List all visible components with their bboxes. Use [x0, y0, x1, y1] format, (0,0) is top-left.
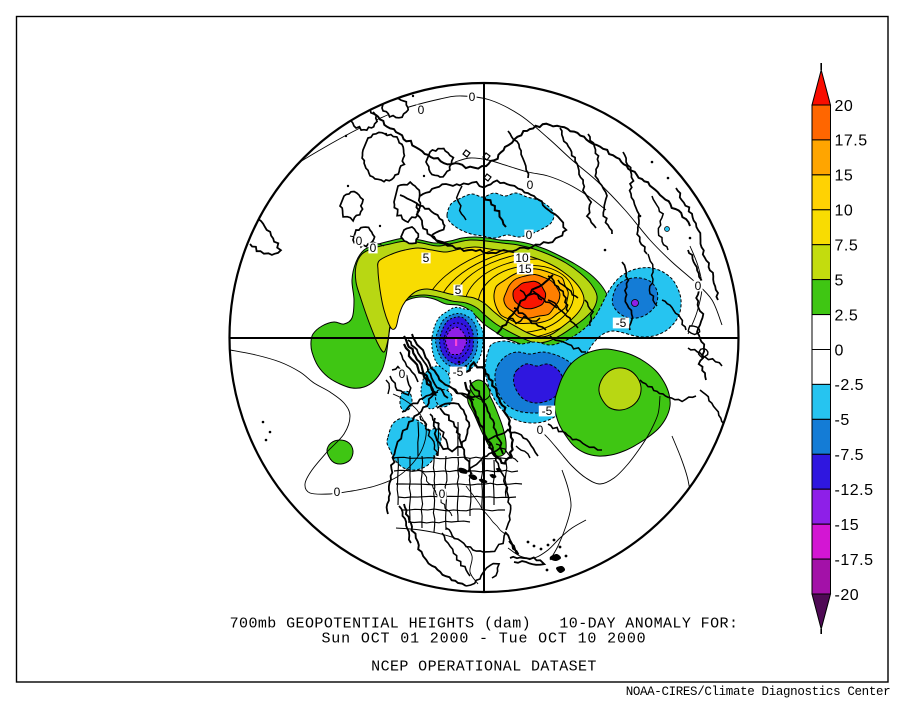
svg-text:5: 5: [835, 272, 844, 289]
svg-text:0: 0: [695, 279, 702, 293]
svg-text:-20: -20: [835, 587, 860, 604]
svg-text:-5: -5: [616, 316, 627, 330]
svg-text:15: 15: [518, 262, 532, 276]
svg-text:0: 0: [334, 485, 341, 499]
svg-text:0: 0: [439, 487, 446, 501]
svg-text:20: 20: [835, 98, 854, 115]
svg-text:2.5: 2.5: [835, 307, 859, 324]
svg-text:10: 10: [515, 251, 529, 265]
svg-text:5: 5: [455, 283, 462, 297]
svg-text:0: 0: [418, 103, 425, 117]
svg-text:0: 0: [399, 367, 406, 381]
svg-text:0: 0: [835, 342, 844, 359]
svg-text:-5: -5: [835, 412, 850, 429]
svg-text:-5: -5: [542, 404, 553, 418]
svg-text:-12.5: -12.5: [835, 482, 874, 499]
svg-text:-17.5: -17.5: [835, 552, 874, 569]
svg-text:10: 10: [835, 203, 854, 220]
svg-text:17.5: 17.5: [835, 133, 868, 150]
svg-text:0: 0: [527, 178, 534, 192]
svg-text:0: 0: [537, 423, 544, 437]
svg-text:15: 15: [835, 168, 854, 185]
svg-text:Sun OCT 01 2000 - Tue OCT 10 2: Sun OCT 01 2000 - Tue OCT 10 2000: [321, 631, 646, 648]
svg-text:NOAA-CIRES/Climate Diagnostics: NOAA-CIRES/Climate Diagnostics Center: [626, 685, 891, 699]
svg-text:0: 0: [356, 234, 363, 248]
svg-text:NCEP OPERATIONAL DATASET: NCEP OPERATIONAL DATASET: [371, 659, 597, 676]
svg-text:7.5: 7.5: [835, 238, 859, 255]
svg-text:-2.5: -2.5: [835, 377, 865, 394]
svg-text:0: 0: [526, 228, 533, 242]
svg-text:-7.5: -7.5: [835, 447, 865, 464]
svg-text:-5: -5: [453, 365, 464, 379]
svg-text:-15: -15: [835, 517, 860, 534]
svg-text:5: 5: [423, 251, 430, 265]
svg-text:0: 0: [469, 90, 476, 104]
svg-text:700mb GEOPOTENTIAL HEIGHTS (da: 700mb GEOPOTENTIAL HEIGHTS (dam) 10-DAY …: [230, 616, 739, 633]
svg-text:0: 0: [370, 241, 377, 255]
